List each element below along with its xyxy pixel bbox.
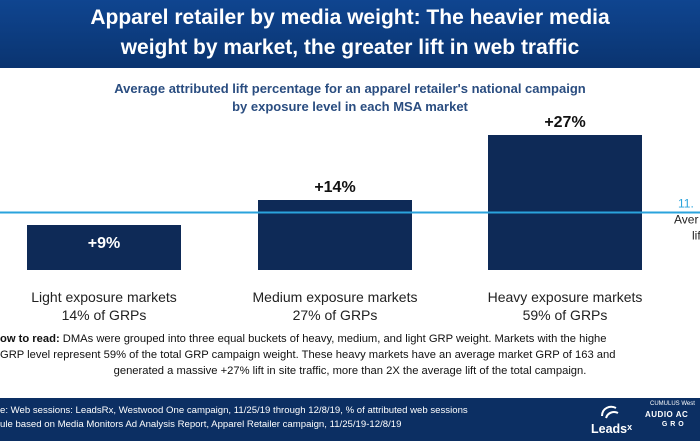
data-label-1: +9% [88, 235, 120, 252]
category-label-1: Light exposure markets [31, 289, 177, 305]
average-label-value: 11. [678, 197, 694, 211]
how-to-read-line3: generated a massive +27% lift in site tr… [113, 365, 587, 377]
how-to-read-line2: GRP level represent 59% of the total GRP… [0, 349, 616, 361]
bar-2 [258, 200, 412, 270]
chart-title-line2: by exposure level in each MSA market [232, 99, 468, 114]
footer: e: Web sessions: LeadsRx, Westwood One c… [0, 398, 700, 441]
data-label-3: +27% [544, 114, 585, 131]
source-line2: ule based on Media Monitors Ad Analysis … [0, 418, 402, 430]
how-to-read: ow to read: DMAs were grouped into three… [0, 331, 700, 379]
category-sublabel-1: 14% of GRPs [62, 307, 147, 323]
page-title: Apparel retailer by media weight: The he… [0, 3, 700, 63]
leadsrx-logo-x: x [627, 422, 633, 432]
chart-title: Average attributed lift percentage for a… [60, 80, 640, 116]
how-to-read-line1: ow to read: DMAs were grouped into three… [0, 331, 700, 347]
audio-active-group-logo: AUDIO AC G R O [645, 410, 688, 430]
category-sublabel-2: 27% of GRPs [293, 307, 378, 323]
category-label-3: Heavy exposure markets [488, 289, 643, 305]
audio-logo-text: AUDIO AC [645, 410, 689, 419]
title-banner: Apparel retailer by media weight: The he… [0, 0, 700, 68]
category-label-2: Medium exposure markets [253, 289, 418, 305]
how-to-read-label: ow to read: [0, 333, 60, 345]
chart-title-line1: Average attributed lift percentage for a… [114, 81, 586, 96]
leadsrx-logo: Leadsx [591, 422, 632, 436]
leadsrx-mark-icon [601, 405, 619, 419]
average-label-text: Aver [674, 213, 698, 227]
bar-1 [27, 225, 181, 270]
bar-3 [488, 135, 642, 270]
source-note: e: Web sessions: LeadsRx, Westwood One c… [0, 404, 468, 431]
labels-group: +9% Light exposure markets 14% of GRPs +14%… [31, 114, 642, 323]
source-line1: e: Web sessions: LeadsRx, Westwood One c… [0, 405, 468, 416]
how-to-read-text1: DMAs were grouped into three equal bucke… [59, 333, 607, 345]
page-title-line2: weight by market, the greater lift in we… [120, 36, 580, 59]
category-sublabel-3: 59% of GRPs [523, 307, 608, 323]
average-label-text-2: lif [692, 229, 700, 243]
leadsrx-logo-text: Leads [591, 422, 628, 436]
cumulus-westwood-logo: CUMULUS West [650, 401, 695, 407]
data-label-2: +14% [314, 179, 355, 196]
audio-logo-sub: G R O [661, 421, 685, 428]
page-title-line1: Apparel retailer by media weight: The he… [90, 6, 610, 29]
